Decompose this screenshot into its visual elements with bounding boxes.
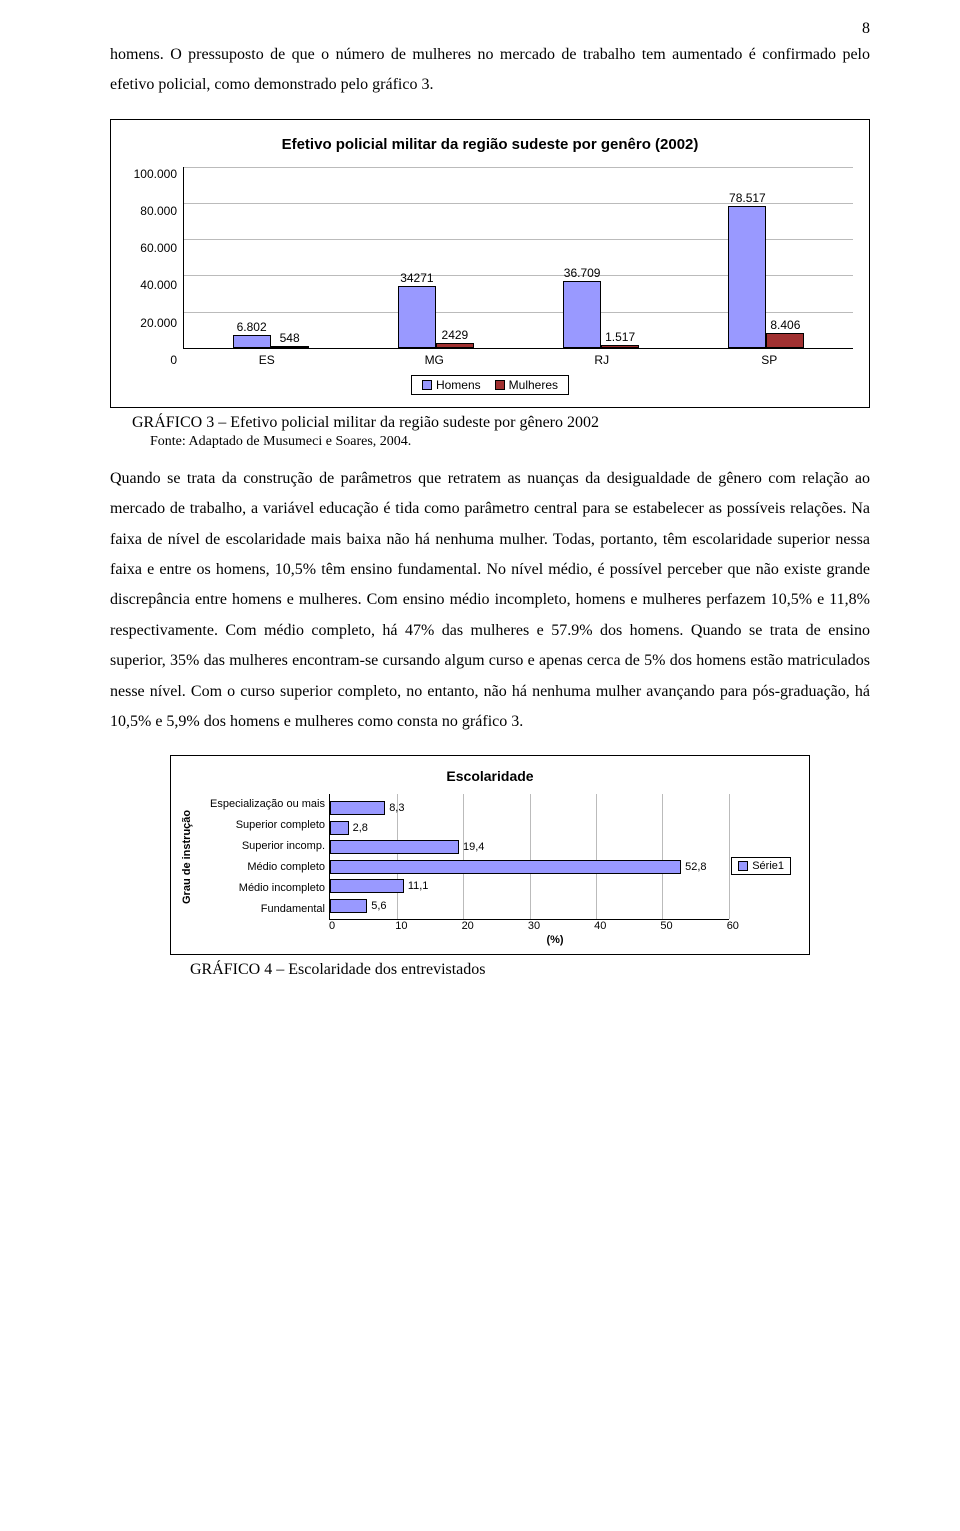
xtick: 10 [395, 920, 467, 932]
cat-label: Superior completo [199, 815, 325, 836]
hbar-value-label: 8,3 [389, 802, 404, 814]
xtick: 60 [727, 920, 799, 932]
bar-group: 342712429 [363, 167, 508, 348]
chart1-legend: Homens Mulheres [411, 375, 569, 395]
bar-value-label: 6.802 [237, 320, 267, 334]
hbar-row: 19,4 [330, 838, 729, 856]
chart1-yaxis: 100.000 80.000 60.000 40.000 20.000 0 [127, 167, 183, 367]
chart1-area: 100.000 80.000 60.000 40.000 20.000 0 6.… [127, 167, 853, 367]
bar-value-label: 2429 [442, 328, 469, 342]
bar: 78.517 [728, 206, 766, 348]
bar-group: 36.7091.517 [528, 167, 673, 348]
hbar [330, 840, 459, 854]
hbar [330, 801, 385, 815]
swatch-icon [495, 380, 505, 390]
swatch-icon [738, 861, 748, 871]
bar-value-label: 78.517 [729, 191, 766, 205]
page-number: 8 [862, 20, 870, 38]
cat-label: Superior incomp. [199, 836, 325, 857]
bar: 2429 [436, 343, 474, 347]
bar: 6.802 [233, 335, 271, 347]
xtick: 50 [660, 920, 732, 932]
hbar-value-label: 11,1 [408, 880, 429, 892]
chart1-plot-wrap: 6.80254834271242936.7091.51778.5178.406 … [183, 167, 853, 367]
cat-label: Médio incompleto [199, 878, 325, 899]
chart2-xticks: 0 10 20 30 40 50 60 [335, 920, 799, 932]
chart2-categories: Especialização ou mais Superior completo… [199, 794, 329, 920]
ytick: 0 [170, 353, 177, 367]
bar: 34271 [398, 286, 436, 348]
hbar-value-label: 19,4 [463, 841, 484, 853]
xtick: 20 [462, 920, 534, 932]
bar-value-label: 1.517 [605, 330, 635, 344]
xtick: 40 [594, 920, 666, 932]
chart2-legend-zone: Série1 [729, 794, 799, 920]
ytick: 20.000 [140, 316, 177, 330]
legend-item-homens: Homens [422, 378, 481, 392]
xtick: 0 [329, 920, 401, 932]
hbar [330, 899, 367, 913]
page: 8 homens. O pressuposto de que o número … [0, 0, 960, 1021]
xlabel: SP [696, 353, 843, 367]
ytick: 60.000 [140, 241, 177, 255]
bar: 548 [271, 346, 309, 348]
legend-label: Mulheres [509, 378, 558, 392]
bar: 1.517 [601, 345, 639, 348]
chart1-source: Fonte: Adaptado de Musumeci e Soares, 20… [150, 434, 870, 450]
cat-label: Médio completo [199, 857, 325, 878]
ytick: 100.000 [134, 167, 177, 181]
legend-label: Homens [436, 378, 481, 392]
chart1-title: Efetivo policial militar da região sudes… [127, 136, 853, 153]
bar-value-label: 8.406 [770, 318, 800, 332]
chart1-xlabels: ES MG RJ SP [183, 353, 853, 367]
bar: 8.406 [766, 333, 804, 348]
hbar-value-label: 5,6 [371, 900, 386, 912]
xlabel: ES [193, 353, 340, 367]
bar-group: 78.5178.406 [694, 167, 839, 348]
ytick: 80.000 [140, 204, 177, 218]
xlabel: MG [361, 353, 508, 367]
bar-value-label: 34271 [400, 271, 433, 285]
hbar-row: 5,6 [330, 897, 729, 915]
bar-value-label: 548 [280, 331, 300, 345]
legend-item-mulheres: Mulheres [495, 378, 558, 392]
hbar [330, 860, 681, 874]
hbar-row: 8,3 [330, 799, 729, 817]
cat-label: Especialização ou mais [199, 794, 325, 815]
swatch-icon [422, 380, 432, 390]
ytick: 40.000 [140, 278, 177, 292]
cat-label: Fundamental [199, 899, 325, 920]
bar: 36.709 [563, 281, 601, 347]
chart2-title: Escolaridade [181, 768, 799, 784]
legend-label: Série1 [752, 860, 784, 872]
xlabel: RJ [528, 353, 675, 367]
hbar-row: 11,1 [330, 877, 729, 895]
chart1-plot: 6.80254834271242936.7091.51778.5178.406 [183, 167, 853, 349]
hbar-value-label: 52,8 [685, 861, 706, 873]
bar-value-label: 36.709 [564, 266, 601, 280]
chart2-plot: 8,3 2,8 19,4 52,8 11,1 5,6 [329, 794, 729, 920]
body-paragraph: Quando se trata da construção de parâmet… [110, 464, 870, 738]
hbar-value-label: 2,8 [353, 822, 368, 834]
chart2-ylabel: Grau de instrução [181, 794, 193, 920]
chart2-legend: Série1 [731, 857, 791, 875]
chart2-box: Escolaridade Grau de instrução Especiali… [170, 755, 810, 955]
hbar-row: 52,8 [330, 858, 729, 876]
chart2-xlabel: (%) [311, 934, 799, 946]
chart1-box: Efetivo policial militar da região sudes… [110, 119, 870, 408]
hbar-row: 2,8 [330, 819, 729, 837]
hbar [330, 821, 349, 835]
chart1-caption: GRÁFICO 3 – Efetivo policial militar da … [132, 414, 870, 432]
intro-paragraph: homens. O pressuposto de que o número de… [110, 40, 870, 101]
chart2-caption: GRÁFICO 4 – Escolaridade dos entrevistad… [190, 961, 870, 979]
chart2-flex: Grau de instrução Especialização ou mais… [181, 794, 799, 920]
bar-group: 6.802548 [198, 167, 343, 348]
xtick: 30 [528, 920, 600, 932]
hbar [330, 879, 404, 893]
